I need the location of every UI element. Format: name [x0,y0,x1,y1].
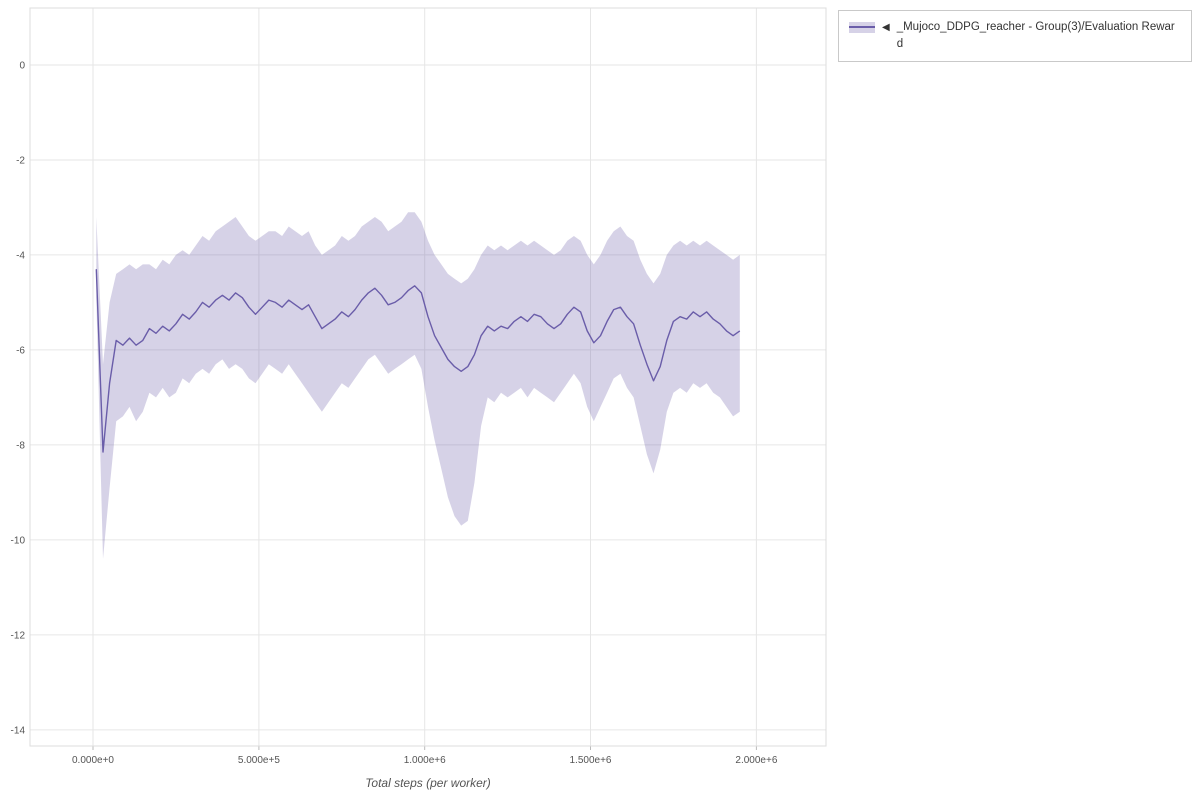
legend: ◀ _Mujoco_DDPG_reacher - Group(3)/Evalua… [838,10,1192,62]
series-line-icon [849,26,875,28]
y-tick-label: -10 [11,535,26,546]
x-tick-label: 0.000e+0 [72,755,114,766]
x-axis-title: Total steps (per worker) [365,776,491,790]
legend-collapse-icon[interactable]: ◀ [882,22,890,33]
series-swatch-icon [849,22,875,33]
y-tick-label: -14 [11,725,26,736]
plot-border [29,7,827,747]
mean-line [95,269,741,453]
y-tick-label: -2 [16,156,25,167]
confidence-band [96,212,740,559]
x-tick-label: 2.000e+6 [735,755,777,766]
legend-series-label: _Mujoco_DDPG_reacher - Group(3)/Evaluati… [896,21,1175,50]
y-tick-label: -4 [16,250,25,261]
x-tick-label: 1.000e+6 [404,755,446,766]
x-tick-label: 1.500e+6 [570,755,612,766]
y-tick-label: -12 [11,630,26,641]
y-tick-label: -8 [16,440,25,451]
legend-item[interactable]: ◀ _Mujoco_DDPG_reacher - Group(3)/Evalua… [849,19,1181,53]
x-tick-label: 5.000e+5 [238,755,280,766]
y-tick-label: 0 [19,61,25,72]
y-tick-label: -6 [16,345,25,356]
